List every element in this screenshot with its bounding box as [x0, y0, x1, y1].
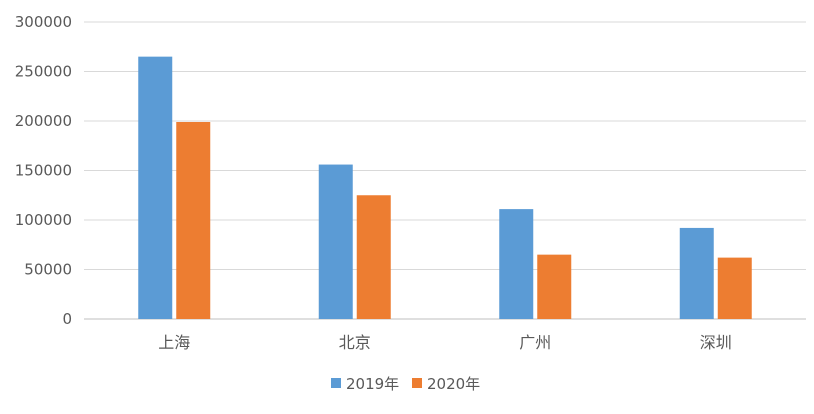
y-tick-label: 50000: [24, 261, 72, 279]
legend-swatch: [412, 378, 422, 388]
y-tick-label: 200000: [15, 112, 72, 130]
x-category-label: 北京: [339, 333, 371, 352]
y-axis-ticks: 0 50000 100000 150000 200000 250000 300000: [15, 13, 72, 328]
bar-1-3: [499, 209, 534, 319]
y-tick-label: 250000: [15, 63, 72, 81]
x-category-label: 上海: [158, 333, 190, 352]
legend: 2019年 2020年: [331, 375, 480, 393]
y-tick-label: 100000: [15, 211, 72, 229]
bar-1-1: [138, 56, 173, 320]
y-tick-label: 300000: [15, 13, 72, 31]
bar-2-1: [176, 121, 211, 320]
y-tick-label: 0: [62, 310, 72, 328]
bar-2-4: [717, 257, 752, 319]
x-category-label: 广州: [519, 333, 551, 352]
legend-swatch: [331, 378, 341, 388]
x-axis-categories: 上海 北京 广州 深圳: [158, 333, 732, 352]
bar-2-2: [356, 195, 391, 319]
bar-1-4: [679, 227, 714, 319]
legend-label: 2020年: [427, 375, 480, 393]
x-category-label: 深圳: [700, 333, 732, 352]
bars-layer: [138, 56, 752, 320]
bar-2-3: [537, 254, 572, 319]
bar-1-2: [318, 164, 353, 319]
legend-label: 2019年: [346, 375, 399, 393]
y-tick-label: 150000: [15, 162, 72, 180]
